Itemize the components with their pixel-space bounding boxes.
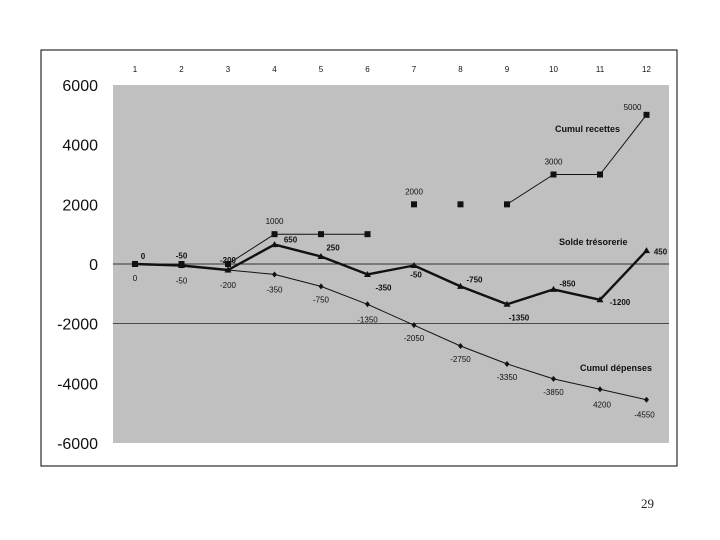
data-point-square: [271, 231, 278, 238]
data-label: -1350: [509, 313, 530, 322]
data-point-diamond: [504, 360, 510, 367]
x-tick-label: 7: [412, 65, 417, 74]
data-point-square: [457, 201, 464, 208]
data-label: -3850: [543, 388, 564, 397]
data-label: -200: [220, 256, 237, 265]
data-point-diamond: [597, 386, 603, 393]
series-name-label: Solde trésorerie: [559, 237, 628, 247]
data-label: -750: [313, 295, 330, 304]
data-point-triangle: [364, 270, 371, 277]
data-label: -4550: [634, 411, 655, 420]
data-point-triangle: [550, 285, 557, 292]
series-name-label: Cumul recettes: [555, 124, 620, 134]
data-point-diamond: [179, 262, 184, 269]
data-label: -750: [466, 275, 483, 284]
data-point-diamond: [225, 266, 231, 273]
data-point-triangle: [317, 253, 325, 260]
data-point-triangle: [410, 261, 418, 268]
x-tick-label: 10: [549, 65, 558, 74]
series-line-1: [227, 233, 368, 265]
data-point-square: [318, 231, 324, 238]
data-label: -1200: [610, 298, 631, 307]
y-tick-label: 4000: [62, 138, 98, 155]
data-label: -50: [176, 251, 188, 260]
data-point-square: [597, 171, 603, 178]
data-point-diamond: [365, 301, 370, 308]
data-point-square: [504, 201, 510, 208]
data-label: -200: [220, 281, 237, 290]
data-point-diamond: [132, 261, 138, 267]
data-label: 3000: [545, 158, 563, 167]
y-tick-label: -2000: [57, 317, 98, 334]
data-label: -2750: [450, 355, 471, 364]
x-tick-label: 12: [642, 65, 651, 74]
axes-layer: 1 2 3 4 5 6 7 8 9 10 11 126000400020000-2000-4000-6…: [57, 65, 669, 453]
data-point-diamond: [318, 283, 324, 290]
data-point-triangle: [503, 300, 511, 307]
x-tick-label: 8: [458, 65, 463, 74]
x-tick-label: 6: [365, 65, 370, 74]
data-label: 2000: [405, 187, 423, 196]
data-point-triangle: [643, 247, 650, 254]
y-tick-label: -4000: [57, 376, 98, 393]
page-number: 29: [641, 496, 654, 511]
data-point-square: [364, 231, 371, 238]
series-markers-layer: [131, 111, 650, 403]
data-point-diamond: [411, 322, 417, 329]
data-label: -350: [375, 283, 392, 292]
data-point-square: [411, 201, 417, 208]
data-point-square: [225, 261, 231, 267]
y-tick-label: -6000: [57, 436, 98, 453]
data-label: 650: [284, 236, 298, 245]
data-label: 1000: [266, 217, 284, 226]
data-label: 0: [141, 252, 146, 261]
data-label: 5000: [624, 103, 642, 112]
series-name-label: Cumul dépenses: [580, 363, 652, 373]
x-tick-label: 3: [226, 65, 231, 74]
series-lines-layer: [134, 114, 648, 401]
x-tick-label: 4: [272, 65, 277, 74]
data-label: 0: [133, 274, 138, 283]
x-tick-label: 5: [319, 65, 324, 74]
data-label: -50: [410, 270, 422, 279]
data-point-triangle: [596, 296, 604, 303]
data-label: -350: [266, 285, 283, 294]
data-label: -50: [176, 276, 188, 285]
x-tick-label: 11: [596, 65, 605, 74]
data-point-diamond: [551, 375, 556, 382]
data-label: -3350: [497, 373, 518, 382]
x-tick-label: 2: [179, 65, 184, 74]
data-point-triangle: [457, 282, 464, 289]
x-tick-label: 9: [505, 65, 510, 74]
data-point-triangle: [271, 241, 278, 248]
data-point-square: [550, 171, 557, 178]
data-point-diamond: [272, 271, 277, 278]
series-line-1: [506, 114, 647, 205]
y-tick-label: 6000: [62, 78, 98, 95]
data-label: -1350: [357, 315, 378, 324]
data-point-square: [643, 111, 650, 118]
data-point-diamond: [458, 343, 463, 350]
y-tick-label: 2000: [62, 197, 98, 214]
data-point-diamond: [644, 396, 649, 403]
data-label: -2050: [404, 334, 425, 343]
data-label: 250: [326, 244, 340, 253]
data-label: -850: [559, 279, 576, 288]
series-line-3: [134, 263, 647, 401]
y-tick-label: 0: [89, 257, 98, 274]
data-label: 4200: [593, 400, 611, 409]
data-labels-layer: 1000 2000 3000 5000 0 -50 -200 650 250 -350 -50 -75…: [133, 103, 668, 420]
data-label: 450: [654, 248, 668, 257]
x-tick-label: 1: [133, 65, 138, 74]
